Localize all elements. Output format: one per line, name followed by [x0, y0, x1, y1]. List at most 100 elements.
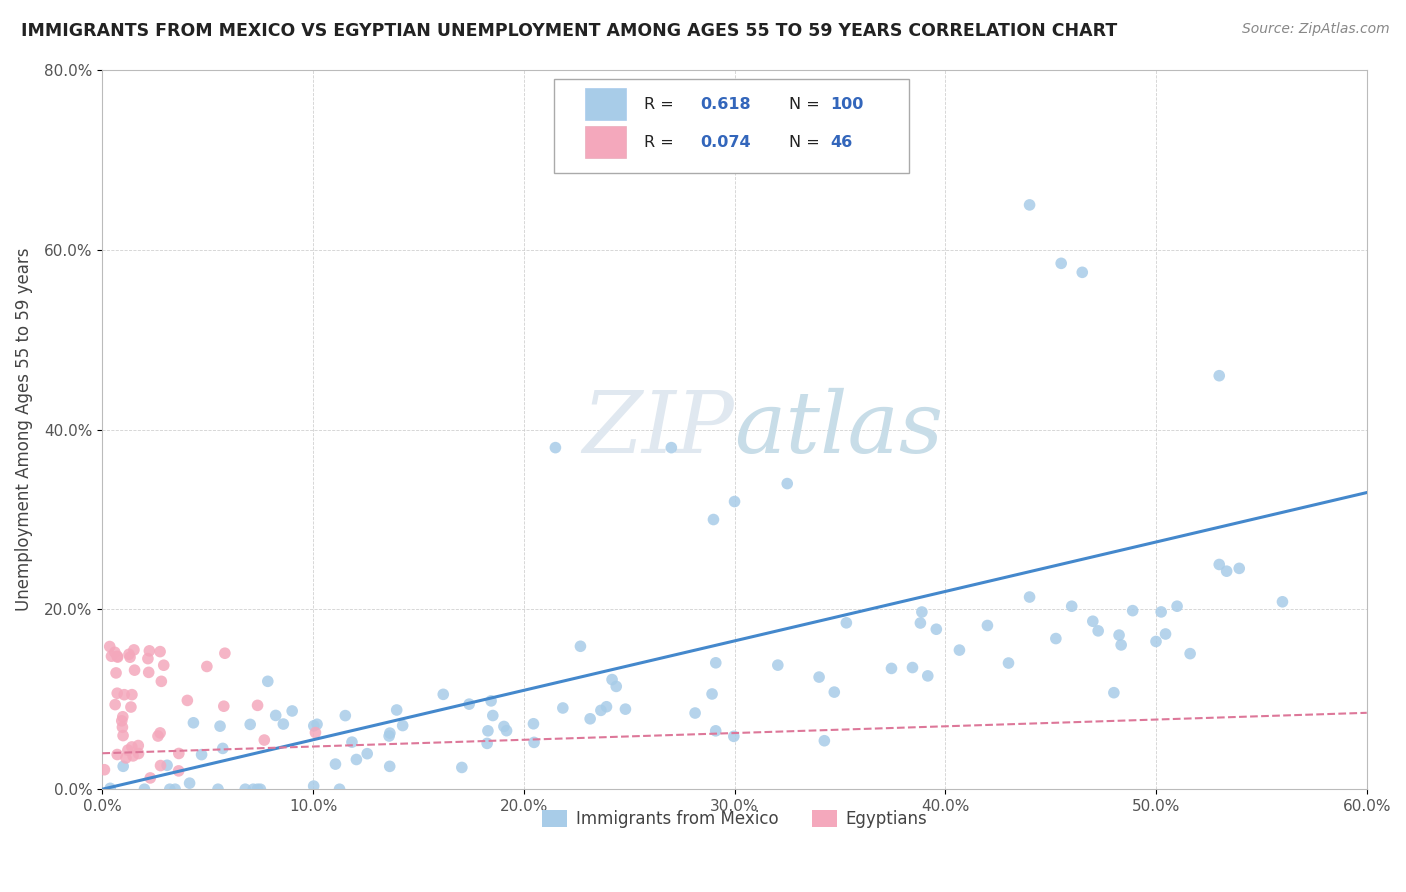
Point	[880, 661, 903, 675]
Point	[214, 646, 236, 660]
Point	[477, 723, 499, 738]
Point	[1071, 265, 1094, 279]
Point	[207, 782, 229, 797]
Point	[495, 723, 517, 738]
FancyBboxPatch shape	[585, 127, 626, 158]
Point	[149, 758, 172, 772]
Point	[152, 658, 174, 673]
Point	[1102, 686, 1125, 700]
Point	[492, 719, 515, 733]
Text: atlas: atlas	[734, 388, 943, 471]
Point	[704, 723, 727, 738]
Point	[1060, 599, 1083, 614]
Point	[111, 710, 134, 724]
Point	[165, 782, 187, 797]
Point	[614, 702, 637, 716]
Point	[356, 747, 378, 761]
Point	[256, 674, 278, 689]
Point	[98, 640, 121, 654]
Point	[569, 640, 592, 654]
Text: IMMIGRANTS FROM MEXICO VS EGYPTIAN UNEMPLOYMENT AMONG AGES 55 TO 59 YEARS CORREL: IMMIGRANTS FROM MEXICO VS EGYPTIAN UNEMP…	[21, 22, 1118, 40]
Point	[104, 698, 127, 712]
Point	[121, 688, 143, 702]
Point	[107, 650, 129, 665]
Point	[120, 700, 142, 714]
Point	[111, 720, 134, 734]
Point	[302, 779, 325, 793]
Point	[1018, 590, 1040, 604]
Point	[190, 747, 212, 762]
Point	[1109, 638, 1132, 652]
Point	[482, 708, 505, 723]
Point	[136, 651, 159, 665]
Point	[378, 729, 401, 743]
Point	[139, 771, 162, 785]
Point	[195, 659, 218, 673]
Text: Source: ZipAtlas.com: Source: ZipAtlas.com	[1241, 22, 1389, 37]
Point	[105, 665, 128, 680]
Point	[704, 656, 727, 670]
Point	[134, 782, 156, 797]
Text: R =: R =	[644, 135, 678, 150]
Point	[159, 782, 181, 797]
Point	[1150, 605, 1173, 619]
Point	[146, 729, 169, 743]
Point	[242, 782, 264, 797]
Point	[911, 605, 934, 619]
Point	[776, 476, 799, 491]
Point	[122, 643, 145, 657]
Point	[600, 673, 623, 687]
Point	[948, 643, 970, 657]
Point	[766, 658, 789, 673]
Point	[1045, 632, 1067, 646]
Point	[156, 758, 179, 772]
Point	[378, 726, 401, 740]
Point	[544, 441, 567, 455]
Point	[901, 660, 924, 674]
Point	[976, 618, 998, 632]
Point	[179, 776, 201, 790]
Point	[1154, 627, 1177, 641]
Legend: Immigrants from Mexico, Egyptians: Immigrants from Mexico, Egyptians	[536, 804, 934, 835]
Point	[479, 694, 502, 708]
Text: R =: R =	[644, 96, 678, 112]
Point	[340, 735, 363, 749]
Point	[105, 747, 128, 762]
Point	[1271, 595, 1294, 609]
Point	[1018, 198, 1040, 212]
Point	[1087, 624, 1109, 638]
Point	[589, 703, 612, 717]
Point	[239, 717, 262, 731]
Text: 0.618: 0.618	[700, 96, 751, 112]
Text: N =: N =	[789, 96, 825, 112]
Point	[432, 687, 454, 701]
Point	[93, 763, 115, 777]
Point	[100, 649, 122, 664]
Point	[98, 781, 121, 796]
Point	[127, 739, 149, 753]
Point	[1050, 256, 1073, 270]
Point	[117, 743, 139, 757]
Point	[112, 688, 135, 702]
Point	[124, 663, 146, 677]
Point	[281, 704, 304, 718]
Point	[595, 699, 617, 714]
Point	[1215, 564, 1237, 578]
Point	[391, 718, 413, 732]
Point	[211, 741, 233, 756]
Point	[1122, 604, 1144, 618]
FancyBboxPatch shape	[554, 78, 910, 173]
Point	[112, 759, 135, 773]
Point	[335, 708, 357, 723]
Point	[1227, 561, 1250, 575]
Point	[378, 759, 401, 773]
Point	[1081, 614, 1104, 628]
Point	[167, 747, 190, 761]
FancyBboxPatch shape	[585, 88, 626, 120]
Point	[305, 717, 328, 731]
Point	[149, 726, 172, 740]
Text: N =: N =	[789, 135, 830, 150]
Point	[1144, 634, 1167, 648]
Point	[1166, 599, 1188, 614]
Point	[273, 717, 295, 731]
